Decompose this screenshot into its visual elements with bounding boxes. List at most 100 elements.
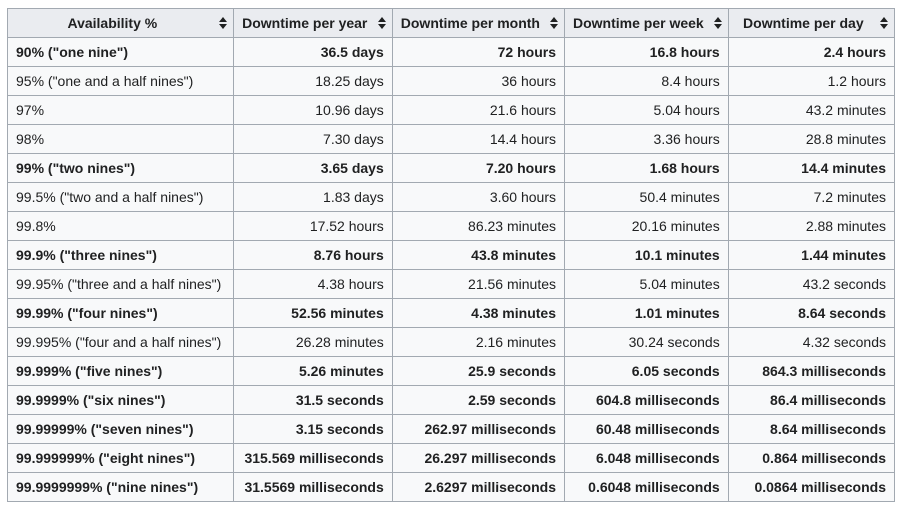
downtime-per-week-cell: 0.6048 milliseconds	[564, 472, 729, 502]
column-header-per-month[interactable]: Downtime per month	[391, 8, 566, 38]
downtime-per-day-cell: 864.3 milliseconds	[727, 356, 896, 386]
downtime-per-year-cell: 4.38 hours	[232, 269, 393, 299]
sort-toggle-icon[interactable]	[880, 17, 888, 29]
downtime-per-year-cell: 36.5 days	[232, 37, 393, 67]
downtime-per-week-cell: 1.68 hours	[564, 153, 729, 183]
downtime-per-week-cell: 50.4 minutes	[564, 182, 729, 212]
table-row: 99.99% ("four nines") 52.56 minutes 4.38…	[7, 298, 896, 328]
downtime-per-week-cell: 60.48 milliseconds	[564, 414, 729, 444]
availability-cell: 99.8%	[7, 211, 234, 241]
downtime-per-day-cell: 28.8 minutes	[727, 124, 896, 154]
downtime-per-month-cell: 72 hours	[391, 37, 566, 67]
column-header-label: Downtime per week	[573, 15, 704, 31]
downtime-per-week-cell: 6.048 milliseconds	[564, 443, 729, 473]
downtime-per-month-cell: 86.23 minutes	[391, 211, 566, 241]
table-row: 99.99999% ("seven nines") 3.15 seconds 2…	[7, 414, 896, 444]
downtime-per-year-cell: 31.5 seconds	[232, 385, 393, 415]
sort-toggle-icon[interactable]	[377, 17, 386, 29]
table-row: 99.9999% ("six nines") 31.5 seconds 2.59…	[7, 385, 896, 415]
table-row: 99.999999% ("eight nines") 315.569 milli…	[7, 443, 896, 473]
downtime-per-month-cell: 43.8 minutes	[391, 240, 566, 270]
sort-ascending-icon	[218, 17, 227, 22]
downtime-per-week-cell: 5.04 minutes	[564, 269, 729, 299]
downtime-per-month-cell: 4.38 minutes	[391, 298, 566, 328]
availability-cell: 99.9% ("three nines")	[7, 240, 234, 270]
table-row: 99.8% 17.52 hours 86.23 minutes 20.16 mi…	[7, 211, 896, 241]
downtime-per-month-cell: 26.297 milliseconds	[391, 443, 566, 473]
table-row: 99.9% ("three nines") 8.76 hours 43.8 mi…	[7, 240, 896, 270]
table-row: 99% ("two nines") 3.65 days 7.20 hours 1…	[7, 153, 896, 183]
downtime-per-month-cell: 7.20 hours	[391, 153, 566, 183]
column-header-per-week[interactable]: Downtime per week	[564, 8, 729, 38]
downtime-per-year-cell: 52.56 minutes	[232, 298, 393, 328]
downtime-per-week-cell: 5.04 hours	[564, 95, 729, 125]
availability-cell: 99.95% ("three and a half nines")	[7, 269, 234, 299]
downtime-per-week-cell: 30.24 seconds	[564, 327, 729, 357]
availability-cell: 99% ("two nines")	[7, 153, 234, 183]
downtime-per-day-cell: 1.44 minutes	[727, 240, 896, 270]
downtime-per-month-cell: 14.4 hours	[391, 124, 566, 154]
table-row: 99.9999999% ("nine nines") 31.5569 milli…	[7, 472, 896, 502]
downtime-per-week-cell: 6.05 seconds	[564, 356, 729, 386]
sort-toggle-icon[interactable]	[550, 17, 558, 29]
downtime-per-year-cell: 7.30 days	[232, 124, 393, 154]
column-header-label: Downtime per day	[743, 15, 864, 31]
downtime-per-day-cell: 86.4 milliseconds	[727, 385, 896, 415]
column-header-per-day[interactable]: Downtime per day	[727, 8, 896, 38]
availability-cell: 99.999% ("five nines")	[7, 356, 234, 386]
sort-descending-icon	[713, 24, 722, 29]
availability-cell: 99.99% ("four nines")	[7, 298, 234, 328]
downtime-per-year-cell: 315.569 milliseconds	[232, 443, 393, 473]
downtime-per-week-cell: 16.8 hours	[564, 37, 729, 67]
downtime-per-year-cell: 8.76 hours	[232, 240, 393, 270]
downtime-per-day-cell: 8.64 milliseconds	[727, 414, 896, 444]
downtime-per-month-cell: 25.9 seconds	[391, 356, 566, 386]
sort-descending-icon	[880, 24, 888, 29]
downtime-per-day-cell: 2.4 hours	[727, 37, 896, 67]
table-row: 99.5% ("two and a half nines") 1.83 days…	[7, 182, 896, 212]
downtime-per-week-cell: 1.01 minutes	[564, 298, 729, 328]
column-header-per-year[interactable]: Downtime per year	[232, 8, 393, 38]
downtime-per-month-cell: 21.56 minutes	[391, 269, 566, 299]
availability-cell: 99.5% ("two and a half nines")	[7, 182, 234, 212]
downtime-per-year-cell: 18.25 days	[232, 66, 393, 96]
downtime-per-year-cell: 26.28 minutes	[232, 327, 393, 357]
table-row: 97% 10.96 days 21.6 hours 5.04 hours 43.…	[7, 95, 896, 125]
downtime-per-day-cell: 0.0864 milliseconds	[727, 472, 896, 502]
downtime-per-year-cell: 3.15 seconds	[232, 414, 393, 444]
header-row: Availability % Downtime per year Downtim…	[7, 8, 896, 38]
downtime-per-day-cell: 2.88 minutes	[727, 211, 896, 241]
table-row: 99.95% ("three and a half nines") 4.38 h…	[7, 269, 896, 299]
table-row: 99.995% ("four and a half nines") 26.28 …	[7, 327, 896, 357]
downtime-per-week-cell: 8.4 hours	[564, 66, 729, 96]
downtime-per-month-cell: 2.59 seconds	[391, 385, 566, 415]
sort-ascending-icon	[550, 17, 558, 22]
availability-cell: 97%	[7, 95, 234, 125]
downtime-per-month-cell: 2.6297 milliseconds	[391, 472, 566, 502]
sort-toggle-icon[interactable]	[713, 17, 722, 29]
downtime-per-day-cell: 7.2 minutes	[727, 182, 896, 212]
sort-ascending-icon	[377, 17, 386, 22]
downtime-per-day-cell: 43.2 minutes	[727, 95, 896, 125]
downtime-per-month-cell: 2.16 minutes	[391, 327, 566, 357]
availability-cell: 95% ("one and a half nines")	[7, 66, 234, 96]
downtime-per-year-cell: 5.26 minutes	[232, 356, 393, 386]
downtime-per-day-cell: 8.64 seconds	[727, 298, 896, 328]
sort-ascending-icon	[880, 17, 888, 22]
downtime-per-week-cell: 604.8 milliseconds	[564, 385, 729, 415]
column-header-label: Downtime per month	[400, 15, 540, 31]
table-row: 99.999% ("five nines") 5.26 minutes 25.9…	[7, 356, 896, 386]
sort-toggle-icon[interactable]	[218, 17, 227, 29]
downtime-per-day-cell: 43.2 seconds	[727, 269, 896, 299]
availability-cell: 98%	[7, 124, 234, 154]
sort-descending-icon	[377, 24, 386, 29]
downtime-per-week-cell: 3.36 hours	[564, 124, 729, 154]
column-header-label: Downtime per year	[242, 15, 368, 31]
column-header-availability[interactable]: Availability %	[7, 8, 234, 38]
sort-descending-icon	[218, 24, 227, 29]
downtime-per-day-cell: 0.864 milliseconds	[727, 443, 896, 473]
downtime-per-year-cell: 1.83 days	[232, 182, 393, 212]
downtime-per-week-cell: 10.1 minutes	[564, 240, 729, 270]
downtime-per-day-cell: 1.2 hours	[727, 66, 896, 96]
downtime-per-year-cell: 10.96 days	[232, 95, 393, 125]
